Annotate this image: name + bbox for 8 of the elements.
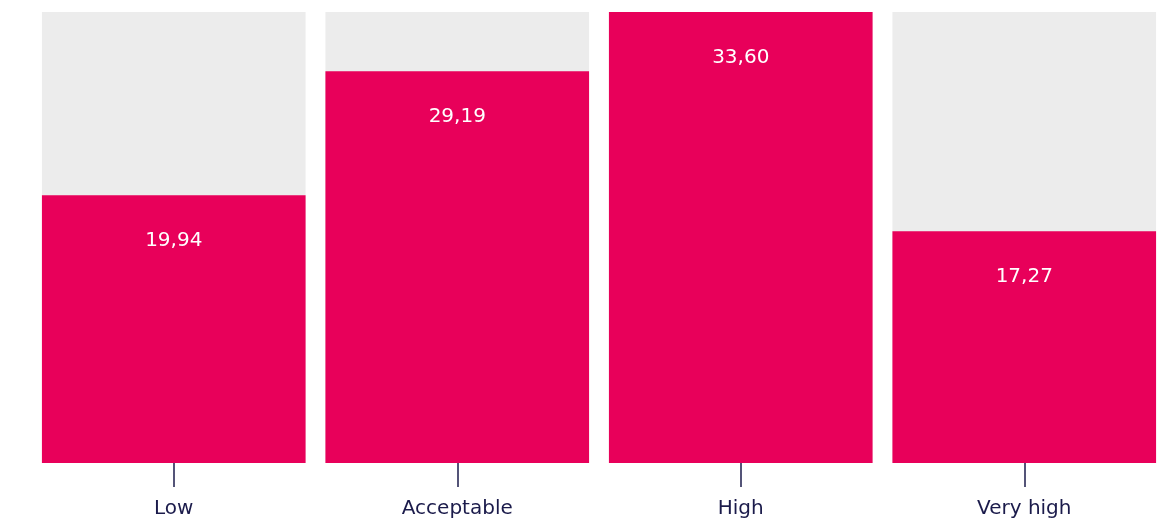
x-tick-label: High (717, 495, 764, 519)
data-label: 29,19 (428, 103, 486, 128)
x-tick-label: Low (154, 495, 194, 519)
data-label: 17,27 (995, 263, 1053, 288)
data-label: 19,94 (145, 227, 203, 252)
x-tick-label: Acceptable (401, 495, 513, 519)
x-tick-label: Very high (977, 495, 1072, 519)
data-label: 33,60 (712, 44, 770, 68)
